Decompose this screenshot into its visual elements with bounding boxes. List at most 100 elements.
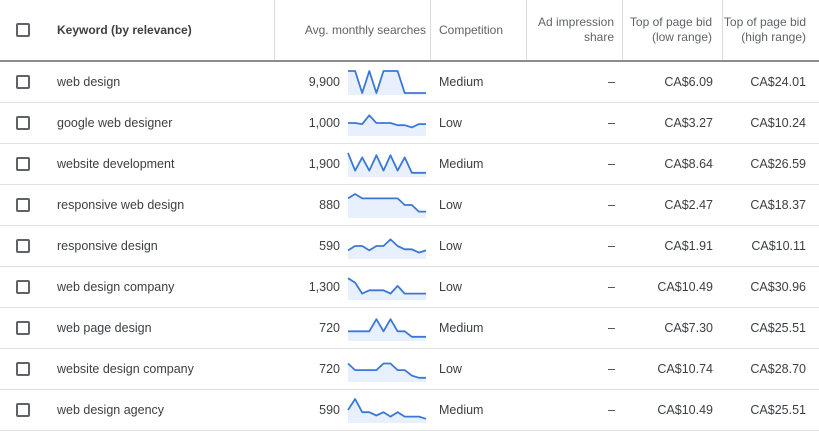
header-keyword[interactable]: Keyword (by relevance) xyxy=(45,0,275,60)
row-checkbox[interactable] xyxy=(15,362,30,376)
sparkline-line xyxy=(347,238,427,254)
header-avg-monthly-searches[interactable]: Avg. monthly searches xyxy=(275,0,431,60)
keyword-text: responsive design xyxy=(57,239,158,253)
keyword-text: google web designer xyxy=(57,116,173,130)
row-checkbox-cell xyxy=(0,103,45,143)
table-row[interactable]: web design company 1,300 Low – CA$10.49 CA$30… xyxy=(0,267,819,308)
row-checkbox[interactable] xyxy=(15,157,30,171)
avg-monthly-searches-cell: 590 xyxy=(275,390,431,430)
header-ad-impression-share[interactable]: Ad impression share xyxy=(527,0,623,60)
top-bid-high-value: CA$28.70 xyxy=(750,362,806,376)
avg-monthly-searches-value: 590 xyxy=(319,403,340,417)
avg-monthly-searches-cell: 1,000 xyxy=(275,103,431,143)
competition-value: Low xyxy=(439,116,462,130)
top-bid-low-value: CA$10.74 xyxy=(657,362,713,376)
top-bid-high-value: CA$18.37 xyxy=(750,198,806,212)
search-trend-sparkline[interactable] xyxy=(347,110,427,136)
sparkline-line xyxy=(348,318,426,338)
competition-value: Low xyxy=(439,362,462,376)
top-bid-high-value: CA$25.51 xyxy=(750,403,806,417)
top-bid-low-value: CA$8.64 xyxy=(664,157,713,171)
top-bid-high-value: CA$26.59 xyxy=(750,157,806,171)
sparkline-line xyxy=(347,277,426,295)
row-checkbox[interactable] xyxy=(15,198,30,212)
avg-monthly-searches-cell: 720 xyxy=(275,308,431,348)
ad-impression-share-value: – xyxy=(608,75,615,89)
sparkline-line xyxy=(347,362,426,379)
table-row[interactable]: responsive design 590 Low – CA$1.91 CA$10.11 xyxy=(0,226,819,267)
search-trend-sparkline[interactable] xyxy=(347,315,427,341)
search-trend-sparkline[interactable] xyxy=(347,397,427,423)
ad-impression-share-value: – xyxy=(608,116,615,130)
header-top-bid-high[interactable]: Top of page bid (high range) xyxy=(723,15,806,44)
row-checkbox-cell xyxy=(0,185,45,225)
sparkline-area xyxy=(348,239,426,259)
sparkline-area xyxy=(348,363,426,382)
row-checkbox[interactable] xyxy=(15,239,30,253)
search-trend-sparkline[interactable] xyxy=(347,151,427,177)
keyword-text: responsive web design xyxy=(57,198,185,212)
keyword-text: web page design xyxy=(57,321,152,335)
search-trend-sparkline[interactable] xyxy=(347,356,427,382)
keyword-text: website design company xyxy=(57,362,194,376)
avg-monthly-searches-value: 1,900 xyxy=(308,157,340,171)
top-bid-high-value: CA$25.51 xyxy=(750,321,806,335)
competition-value: Low xyxy=(439,239,462,253)
sparkline-line xyxy=(347,193,426,213)
ad-impression-share-value: – xyxy=(608,362,615,376)
top-bid-high-value: CA$10.11 xyxy=(751,239,806,253)
select-all-checkbox[interactable] xyxy=(15,23,30,37)
ad-impression-share-value: – xyxy=(608,280,615,294)
header-top-bid-low[interactable]: Top of page bid (low range) xyxy=(623,0,723,60)
sparkline-area xyxy=(348,194,426,218)
avg-monthly-searches-value: 1,300 xyxy=(308,280,340,294)
row-checkbox[interactable] xyxy=(15,403,30,417)
ad-impression-share-value: – xyxy=(608,239,615,253)
table-row[interactable]: google web designer 1,000 Low – CA$3.27 CA$10… xyxy=(0,103,819,144)
avg-monthly-searches-cell: 1,300 xyxy=(275,267,431,307)
top-bid-low-value: CA$6.09 xyxy=(664,75,713,89)
table-row[interactable]: web design 9,900 Medium – CA$6.09 CA$24.01 xyxy=(0,62,819,103)
competition-value: Medium xyxy=(439,157,484,171)
keyword-text: website development xyxy=(57,157,175,171)
competition-value: Low xyxy=(439,280,462,294)
sparkline-line xyxy=(347,398,427,420)
avg-monthly-searches-cell: 590 xyxy=(275,226,431,266)
top-bid-low-value: CA$2.47 xyxy=(664,198,713,212)
row-checkbox[interactable] xyxy=(15,116,30,130)
competition-value: Medium xyxy=(439,403,484,417)
sparkline-line xyxy=(348,70,426,94)
header-competition[interactable]: Competition xyxy=(431,0,527,60)
row-checkbox[interactable] xyxy=(15,75,30,89)
avg-monthly-searches-cell: 9,900 xyxy=(275,62,431,102)
competition-value: Medium xyxy=(439,75,484,89)
avg-monthly-searches-value: 590 xyxy=(319,239,340,253)
table-row[interactable]: web page design 720 Medium – CA$7.30 CA$25.51 xyxy=(0,308,819,349)
avg-monthly-searches-cell: 720 xyxy=(275,349,431,389)
avg-monthly-searches-value: 1,000 xyxy=(308,116,340,130)
table-row[interactable]: website design company 720 Low – CA$10.74 CA$… xyxy=(0,349,819,390)
avg-monthly-searches-value: 720 xyxy=(319,362,340,376)
sparkline-area xyxy=(348,319,426,341)
table-row[interactable]: website development 1,900 Medium – CA$8.64 CA… xyxy=(0,144,819,185)
sparkline-line xyxy=(348,114,426,129)
search-trend-sparkline[interactable] xyxy=(347,274,427,300)
row-checkbox[interactable] xyxy=(15,280,30,294)
top-bid-low-value: CA$7.30 xyxy=(664,321,713,335)
top-bid-high-value: CA$30.96 xyxy=(750,280,806,294)
top-bid-high-value: CA$24.01 xyxy=(750,75,806,89)
top-bid-low-value: CA$1.91 xyxy=(664,239,713,253)
search-trend-sparkline[interactable] xyxy=(347,233,427,259)
keyword-text: web design agency xyxy=(57,403,165,417)
keyword-text: web design company xyxy=(57,280,175,294)
search-trend-sparkline[interactable] xyxy=(347,192,427,218)
sparkline-area xyxy=(348,278,426,300)
search-trend-sparkline[interactable] xyxy=(347,69,427,95)
table-row[interactable]: responsive web design 880 Low – CA$2.47 CA$18… xyxy=(0,185,819,226)
top-bid-low-value: CA$3.27 xyxy=(664,116,713,130)
row-checkbox-cell xyxy=(0,62,45,102)
table-header: Keyword (by relevance) Avg. monthly sear… xyxy=(0,0,819,62)
row-checkbox-cell xyxy=(0,308,45,348)
row-checkbox[interactable] xyxy=(15,321,30,335)
ad-impression-share-value: – xyxy=(608,321,615,335)
